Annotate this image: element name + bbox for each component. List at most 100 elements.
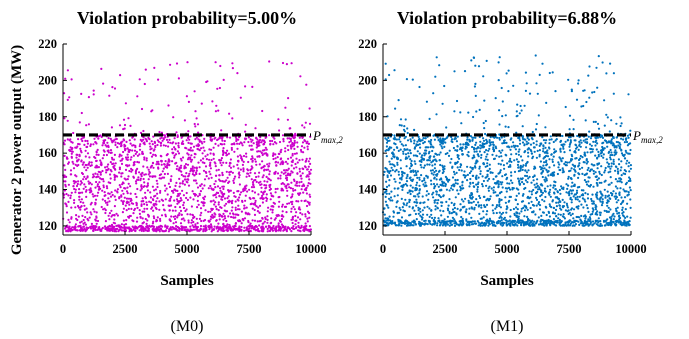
- data-point: [512, 84, 515, 87]
- data-point: [73, 201, 76, 204]
- data-point: [220, 137, 224, 140]
- data-point: [406, 127, 409, 130]
- data-point: [620, 122, 623, 125]
- data-point: [629, 179, 632, 182]
- data-point: [200, 147, 203, 150]
- data-point: [491, 204, 494, 207]
- data-point: [101, 157, 104, 160]
- data-point: [221, 153, 225, 156]
- data-point: [136, 160, 139, 164]
- data-point: [439, 183, 442, 186]
- data-point: [217, 144, 220, 147]
- data-point: [418, 220, 421, 223]
- data-point: [174, 209, 177, 212]
- data-point: [538, 155, 541, 158]
- data-point: [460, 163, 463, 167]
- data-point: [548, 203, 551, 206]
- data-point: [191, 167, 194, 170]
- data-point: [75, 214, 78, 217]
- data-point: [253, 225, 256, 229]
- data-point: [482, 195, 485, 198]
- data-point: [457, 192, 460, 195]
- data-point: [432, 173, 435, 176]
- data-point: [86, 139, 89, 143]
- data-point: [421, 180, 424, 183]
- data-point: [219, 161, 222, 164]
- data-point: [447, 204, 450, 207]
- data-point: [221, 198, 224, 201]
- data-point: [167, 230, 170, 233]
- data-point: [268, 173, 271, 176]
- data-point: [215, 104, 218, 107]
- data-point: [153, 141, 157, 144]
- data-point: [176, 135, 179, 139]
- data-point: [517, 177, 520, 180]
- data-point: [260, 166, 263, 169]
- data-point: [424, 149, 427, 152]
- data-point: [164, 160, 167, 163]
- data-point: [515, 211, 518, 214]
- data-point: [261, 149, 265, 152]
- data-point: [193, 122, 196, 126]
- data-point: [140, 107, 144, 111]
- data-point: [107, 227, 110, 230]
- data-point: [421, 195, 424, 198]
- data-point: [532, 188, 535, 192]
- data-point: [64, 180, 67, 183]
- data-point: [277, 152, 280, 155]
- data-point: [450, 223, 453, 226]
- data-point: [534, 128, 538, 131]
- data-point: [595, 196, 598, 199]
- data-point: [476, 185, 479, 189]
- data-point: [281, 61, 285, 65]
- data-point: [592, 140, 595, 143]
- data-point: [150, 225, 154, 228]
- data-point: [445, 177, 448, 180]
- data-point: [248, 144, 251, 147]
- data-point: [524, 174, 527, 177]
- data-point: [581, 224, 584, 227]
- data-point: [276, 156, 279, 159]
- data-point: [498, 123, 501, 126]
- data-point: [528, 175, 531, 178]
- data-point: [100, 67, 103, 70]
- data-point: [627, 223, 630, 226]
- data-point: [150, 207, 153, 210]
- data-point: [479, 140, 482, 143]
- data-point: [592, 200, 595, 203]
- data-point: [145, 140, 148, 143]
- data-point: [63, 164, 66, 167]
- data-point: [167, 182, 170, 185]
- data-point: [418, 160, 421, 163]
- data-point: [450, 140, 453, 143]
- data-point: [554, 90, 557, 93]
- data-point: [487, 189, 490, 192]
- data-point: [470, 197, 474, 200]
- data-point: [470, 59, 473, 62]
- data-point: [575, 157, 578, 160]
- data-point: [299, 75, 302, 78]
- data-point: [587, 218, 590, 221]
- data-point: [477, 201, 480, 204]
- data-point: [483, 151, 486, 154]
- data-point: [153, 148, 156, 151]
- data-point: [488, 197, 491, 201]
- data-point: [187, 153, 190, 156]
- data-point: [447, 209, 450, 212]
- data-point: [69, 230, 72, 233]
- data-point: [610, 119, 613, 122]
- data-point: [610, 181, 613, 184]
- data-point: [272, 157, 275, 161]
- data-point: [589, 151, 592, 154]
- data-point: [180, 173, 183, 176]
- data-point: [445, 126, 448, 129]
- data-point: [445, 188, 448, 191]
- data-point: [434, 199, 437, 202]
- data-point: [250, 178, 253, 181]
- data-point: [99, 134, 102, 137]
- data-point: [384, 195, 387, 198]
- data-point: [406, 220, 409, 224]
- data-point: [308, 212, 311, 215]
- data-point: [284, 225, 287, 228]
- data-point: [472, 56, 475, 59]
